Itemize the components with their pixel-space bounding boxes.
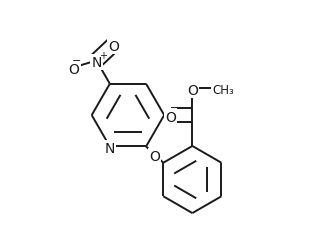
Text: CH₃: CH₃ <box>213 84 234 97</box>
Text: O: O <box>68 62 79 76</box>
Text: O: O <box>108 40 119 54</box>
Text: O: O <box>187 84 198 98</box>
Text: N: N <box>91 56 102 70</box>
Text: N: N <box>105 142 115 155</box>
Text: +: + <box>99 50 107 60</box>
Text: O: O <box>165 110 176 124</box>
Text: O: O <box>149 150 160 164</box>
Text: −: − <box>71 56 81 66</box>
